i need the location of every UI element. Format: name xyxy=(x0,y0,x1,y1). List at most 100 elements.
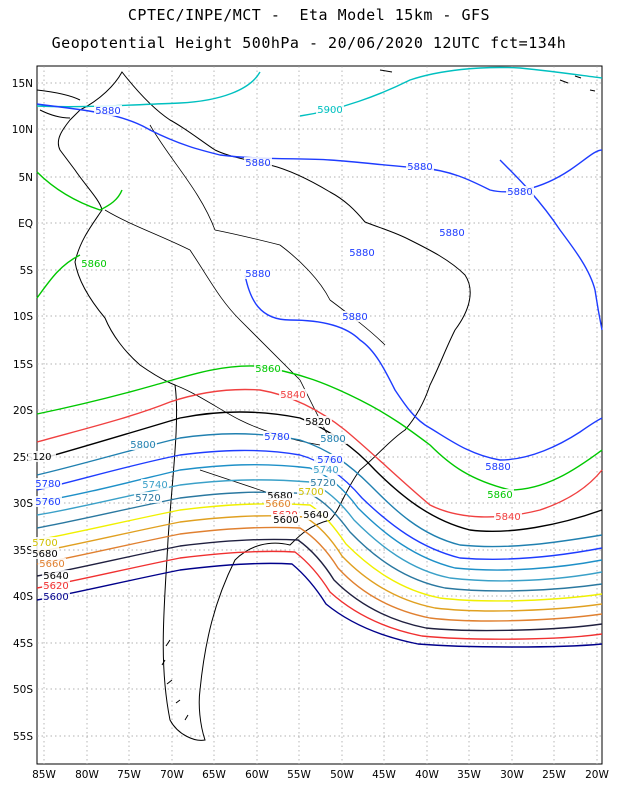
contour-label-bg xyxy=(316,104,344,115)
contour-label: 5660 xyxy=(265,499,290,510)
axis-ticks: 15N10N5NEQ5S10S15S20S25S30S35S40S45S50S5… xyxy=(12,78,610,781)
lon-tick-label: 75W xyxy=(117,769,141,781)
lat-tick-label: 5S xyxy=(20,265,34,277)
contour-label: 5780 xyxy=(35,479,60,490)
contour-label: 5760 xyxy=(35,497,60,508)
central-america-coastline xyxy=(36,89,81,119)
chile-islands xyxy=(161,639,189,721)
contour-label-bg xyxy=(34,496,62,507)
contour-labels: 5900 5880 5880 5880 5880 5880 5880 5880 5880 5880… xyxy=(28,104,534,603)
contour-5740 xyxy=(36,479,603,582)
lat-tick-label: 40S xyxy=(13,591,33,603)
contour-label: 5700 xyxy=(32,538,57,549)
contour-label: 5640 xyxy=(43,571,68,582)
contour-label-bg xyxy=(34,478,62,489)
lat-tick-label: 10N xyxy=(12,124,33,136)
lon-tick-label: 65W xyxy=(202,769,226,781)
lon-tick-label: 50W xyxy=(330,769,354,781)
contour-label-bg xyxy=(31,537,59,548)
lon-tick-label: 25W xyxy=(542,769,566,781)
lat-tick-label: EQ xyxy=(18,218,33,230)
contour-label-bg xyxy=(80,258,108,269)
contour-label: 5880 xyxy=(349,248,374,259)
caribbean-islands xyxy=(379,69,596,92)
contour-label-bg xyxy=(304,416,332,427)
contour-label: 5660 xyxy=(39,559,64,570)
contour-label-bg xyxy=(42,580,70,591)
contour-label-bg xyxy=(244,157,272,168)
contour-label: 5680 xyxy=(32,549,57,560)
contour-5900 xyxy=(36,66,603,117)
contour-label-bg xyxy=(141,479,169,490)
contour-label: 5740 xyxy=(313,465,338,476)
contour-label: 5640 xyxy=(303,510,328,521)
contour-label-bg xyxy=(272,514,300,525)
contour-label-bg xyxy=(129,439,157,450)
contour-label-bg xyxy=(264,498,292,509)
contour-label: 5840 xyxy=(495,512,520,523)
contour-label: 5720 xyxy=(310,478,335,489)
map-title-line2: Geopotential Height 500hPa - 20/06/2020 … xyxy=(51,34,567,52)
map-title-line1: CPTEC/INPE/MCT - Eta Model 15km - GFS xyxy=(127,6,491,24)
lon-tick-label: 60W xyxy=(245,769,269,781)
contour-label: 5880 xyxy=(245,269,270,280)
contour-label-bg xyxy=(348,247,376,258)
lon-tick-label: 80W xyxy=(75,769,99,781)
contour-5600 xyxy=(36,562,603,648)
lat-tick-label: 35S xyxy=(13,545,33,557)
lat-tick-label: 55S xyxy=(13,731,33,743)
contour-label-bg xyxy=(341,311,369,322)
contour-label-bg xyxy=(94,105,122,116)
lat-tick-label: 20S xyxy=(13,405,33,417)
contour-label: 5880 xyxy=(245,158,270,169)
contour-label: 5880 xyxy=(342,312,367,323)
contour-label-bg xyxy=(438,227,466,238)
contour-label-bg xyxy=(42,591,70,602)
contour-label-bg xyxy=(506,186,534,197)
lon-tick-label: 55W xyxy=(287,769,311,781)
contour-label: 5880 xyxy=(507,187,532,198)
lon-tick-label: 45W xyxy=(372,769,396,781)
lat-tick-label: 15S xyxy=(13,359,33,371)
contour-label-bg xyxy=(484,461,512,472)
contour-label-bg xyxy=(406,161,434,172)
contour-label: 5860 xyxy=(255,364,280,375)
contour-label: 5720 xyxy=(135,493,160,504)
contour-label-bg xyxy=(28,451,56,462)
contour-label: 5760 xyxy=(317,455,342,466)
contour-label: 5840 xyxy=(280,390,305,401)
lon-tick-label: 70W xyxy=(160,769,184,781)
contour-label-bg xyxy=(297,486,325,497)
contour-label-bg xyxy=(266,490,294,501)
contour-label: 5880 xyxy=(439,228,464,239)
contour-label: 5740 xyxy=(142,480,167,491)
contour-label: 5700 xyxy=(298,487,323,498)
map-frame xyxy=(36,65,603,765)
contour-label-bg xyxy=(42,570,70,581)
contour-label: 5600 xyxy=(43,592,68,603)
contour-label: 5900 xyxy=(317,105,342,116)
contour-label: 5880 xyxy=(95,106,120,117)
contour-5640 xyxy=(36,538,603,632)
contour-5880-north xyxy=(36,103,603,193)
lat-tick-label: 45S xyxy=(13,638,33,650)
lon-tick-label: 40W xyxy=(415,769,439,781)
contour-5840 xyxy=(36,388,603,518)
lon-tick-label: 30W xyxy=(500,769,524,781)
contour-label-bg xyxy=(319,433,347,444)
contour-label-bg xyxy=(486,489,514,500)
contour-label: 120 xyxy=(32,452,51,463)
lat-tick-label: 10S xyxy=(13,311,33,323)
contour-5660 xyxy=(36,526,603,622)
contour-label-bg xyxy=(302,509,330,520)
contour-label-bg xyxy=(309,477,337,488)
contour-label: 5800 xyxy=(320,434,345,445)
contour-label: 5860 xyxy=(487,490,512,501)
contour-5860-north xyxy=(36,171,123,299)
contour-label-bg xyxy=(279,389,307,400)
lat-tick-label: 50S xyxy=(13,684,33,696)
lat-tick-label: 15N xyxy=(12,78,33,90)
contour-label-bg xyxy=(38,558,66,569)
lon-tick-label: 20W xyxy=(585,769,609,781)
contour-label-bg xyxy=(312,464,340,475)
